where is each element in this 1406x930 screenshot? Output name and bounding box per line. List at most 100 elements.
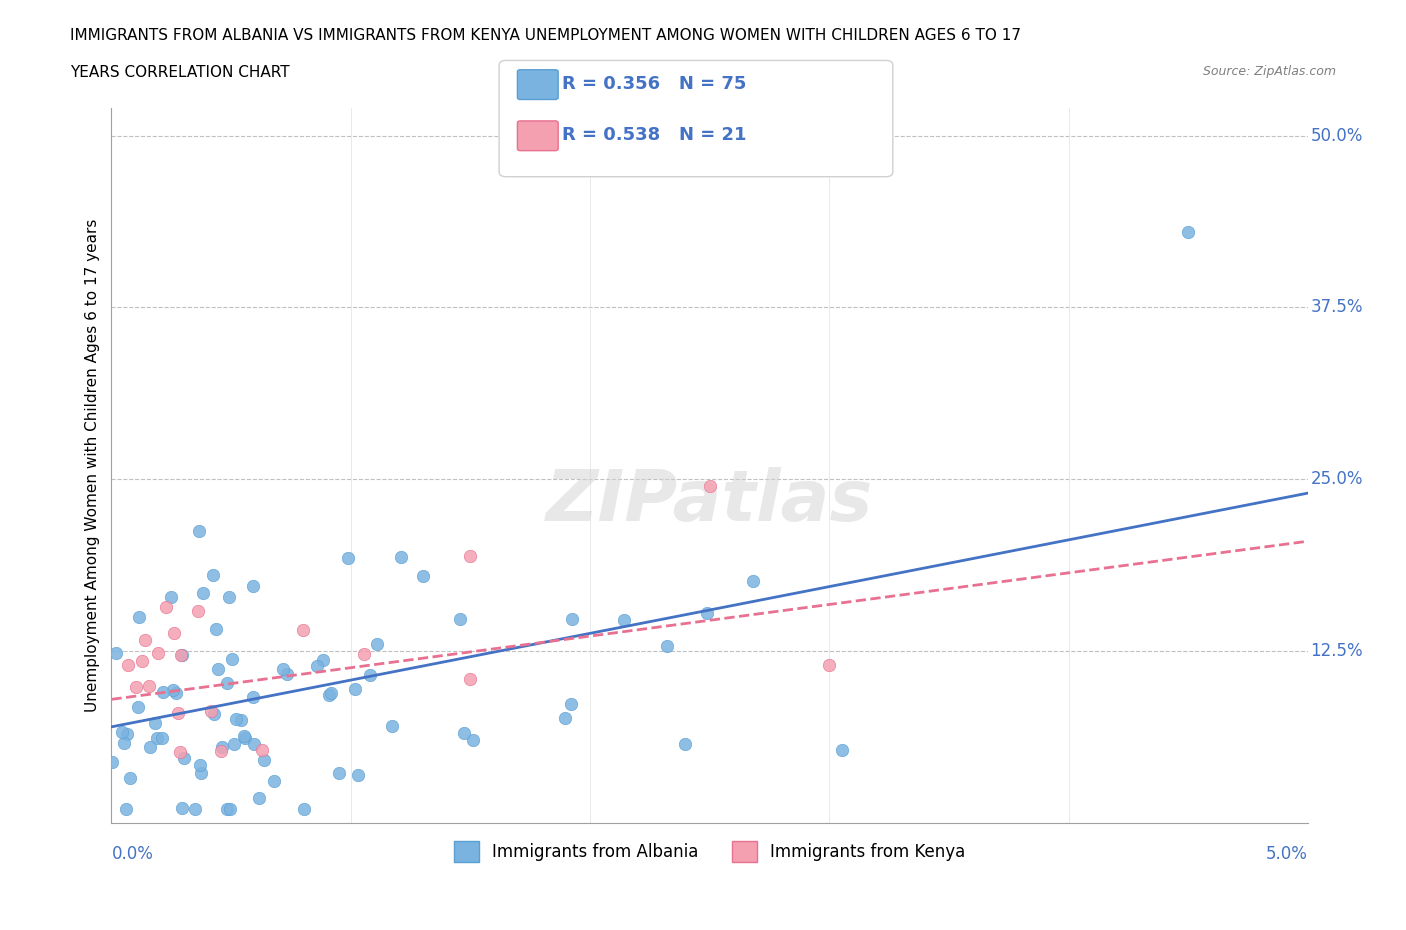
Point xyxy=(233,730,256,745)
Text: 50.0%: 50.0% xyxy=(1310,126,1362,144)
Point xyxy=(114,736,136,751)
Point xyxy=(184,802,207,817)
Point xyxy=(353,646,375,661)
Point xyxy=(215,675,238,690)
Point xyxy=(193,586,215,601)
Point xyxy=(127,699,149,714)
Point xyxy=(173,751,195,765)
Point xyxy=(249,790,271,805)
Text: R = 0.538   N = 21: R = 0.538 N = 21 xyxy=(562,126,747,144)
Point xyxy=(742,574,765,589)
Text: Source: ZipAtlas.com: Source: ZipAtlas.com xyxy=(1202,65,1336,78)
Text: YEARS CORRELATION CHART: YEARS CORRELATION CHART xyxy=(70,65,290,80)
Point xyxy=(187,524,209,538)
Point xyxy=(818,658,841,672)
Point xyxy=(554,711,576,725)
Point xyxy=(461,733,484,748)
Point xyxy=(200,704,222,719)
Point xyxy=(242,690,264,705)
Point xyxy=(337,551,360,565)
Point xyxy=(250,742,273,757)
Point xyxy=(560,697,582,711)
Point xyxy=(460,671,482,686)
Point xyxy=(219,802,242,817)
Point xyxy=(292,623,315,638)
Point xyxy=(115,726,138,741)
Point xyxy=(276,667,298,682)
Point xyxy=(613,612,636,627)
Point xyxy=(343,682,366,697)
Point xyxy=(166,706,188,721)
Point xyxy=(328,765,350,780)
Point xyxy=(209,743,232,758)
Point xyxy=(211,739,233,754)
Point xyxy=(221,651,243,666)
Point xyxy=(222,737,245,751)
Point xyxy=(169,647,191,662)
Text: 12.5%: 12.5% xyxy=(1310,643,1362,660)
Text: 25.0%: 25.0% xyxy=(1310,471,1362,488)
Point xyxy=(118,771,141,786)
Point xyxy=(449,612,471,627)
Text: 37.5%: 37.5% xyxy=(1310,299,1362,316)
Point xyxy=(207,662,229,677)
Text: 5.0%: 5.0% xyxy=(1267,844,1308,863)
Point xyxy=(188,757,211,772)
Point xyxy=(117,658,139,672)
Point xyxy=(655,639,678,654)
Point xyxy=(321,686,343,701)
Point xyxy=(162,682,184,697)
Point xyxy=(346,767,368,782)
Point xyxy=(169,745,191,760)
Point xyxy=(229,712,252,727)
Point xyxy=(561,611,583,626)
Point xyxy=(163,626,186,641)
Point xyxy=(253,752,276,767)
Point xyxy=(381,719,404,734)
Point xyxy=(225,711,247,726)
Point xyxy=(233,729,256,744)
Point xyxy=(202,707,225,722)
Point xyxy=(675,737,697,751)
Point xyxy=(242,578,264,593)
Point xyxy=(146,645,169,660)
Y-axis label: Unemployment Among Women with Children Ages 6 to 17 years: Unemployment Among Women with Children A… xyxy=(86,219,100,712)
Text: ZIPatlas: ZIPatlas xyxy=(546,467,873,536)
Point xyxy=(389,550,412,565)
Point xyxy=(312,652,335,667)
Point xyxy=(696,605,718,620)
Point xyxy=(114,802,136,817)
Point xyxy=(202,567,225,582)
Point xyxy=(155,600,177,615)
Point xyxy=(160,590,183,604)
Point xyxy=(125,680,148,695)
Point xyxy=(134,633,156,648)
Point xyxy=(128,609,150,624)
Point xyxy=(166,685,188,700)
Point xyxy=(138,679,160,694)
Point xyxy=(366,637,388,652)
Text: 0.0%: 0.0% xyxy=(111,844,153,863)
Point xyxy=(699,479,721,494)
Point xyxy=(150,730,173,745)
Point xyxy=(305,658,328,673)
Point xyxy=(143,716,166,731)
Point xyxy=(292,802,315,817)
Point xyxy=(412,568,434,583)
Point xyxy=(186,604,208,618)
Point xyxy=(215,802,238,817)
Point xyxy=(172,647,194,662)
Point xyxy=(318,688,340,703)
Point xyxy=(146,731,169,746)
Point xyxy=(242,737,264,751)
Text: IMMIGRANTS FROM ALBANIA VS IMMIGRANTS FROM KENYA UNEMPLOYMENT AMONG WOMEN WITH C: IMMIGRANTS FROM ALBANIA VS IMMIGRANTS FR… xyxy=(70,28,1021,43)
Point xyxy=(152,684,174,699)
Point xyxy=(460,549,482,564)
Point xyxy=(1177,224,1199,239)
Point xyxy=(263,774,285,789)
Point xyxy=(218,590,240,604)
Point xyxy=(190,765,212,780)
Point xyxy=(359,668,381,683)
Text: R = 0.356   N = 75: R = 0.356 N = 75 xyxy=(562,74,747,93)
Point xyxy=(131,654,153,669)
